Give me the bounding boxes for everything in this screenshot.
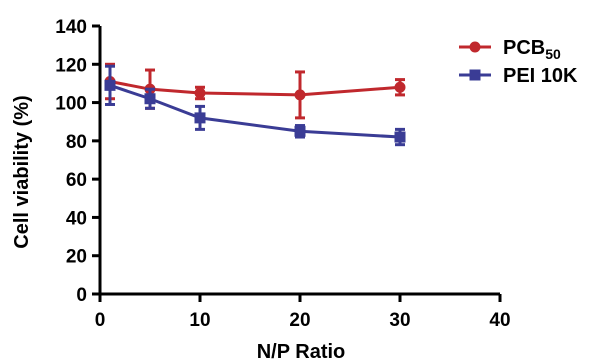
legend-item: PEI 10K — [459, 65, 578, 87]
legend-label: PCB50 — [503, 37, 561, 62]
series-pei-10k — [104, 64, 406, 147]
data-point — [294, 89, 306, 101]
data-point — [104, 79, 116, 91]
y-axis-title: Cell viability (%) — [11, 95, 33, 248]
legend-marker — [469, 69, 481, 81]
y-axis-ticks: 0 20 40 60 80 100 120 140 — [55, 17, 100, 306]
y-tick-label: 100 — [55, 94, 87, 115]
x-tick-label: 40 — [489, 310, 510, 331]
data-point — [394, 81, 406, 93]
x-axis-ticks: 0 10 20 30 40 — [95, 294, 511, 331]
x-tick-label: 20 — [289, 310, 310, 331]
y-tick-label: 20 — [66, 247, 87, 268]
y-tick-label: 80 — [66, 132, 87, 153]
x-tick-label: 10 — [189, 310, 210, 331]
legend-marker — [469, 41, 481, 53]
y-tick-label: 140 — [55, 17, 87, 38]
x-tick-label: 30 — [389, 310, 410, 331]
legend-item: PCB50 — [459, 37, 561, 62]
data-point — [194, 112, 206, 124]
y-tick-label: 120 — [55, 55, 87, 76]
data-point — [144, 93, 156, 105]
y-tick-label: 40 — [66, 208, 87, 229]
data-point — [294, 125, 306, 137]
legend-label: PEI 10K — [503, 65, 578, 87]
legend: PCB50 PEI 10K — [459, 37, 578, 87]
y-tick-label: 0 — [76, 285, 87, 306]
data-point — [194, 87, 206, 99]
x-tick-label: 0 — [95, 310, 106, 331]
y-tick-label: 60 — [66, 170, 87, 191]
data-point — [394, 131, 406, 143]
x-axis-title: N/P Ratio — [257, 341, 346, 362]
plot-series — [104, 62, 406, 147]
axes: 0 20 40 60 80 100 120 140 0 10 20 30 40 — [55, 17, 510, 331]
